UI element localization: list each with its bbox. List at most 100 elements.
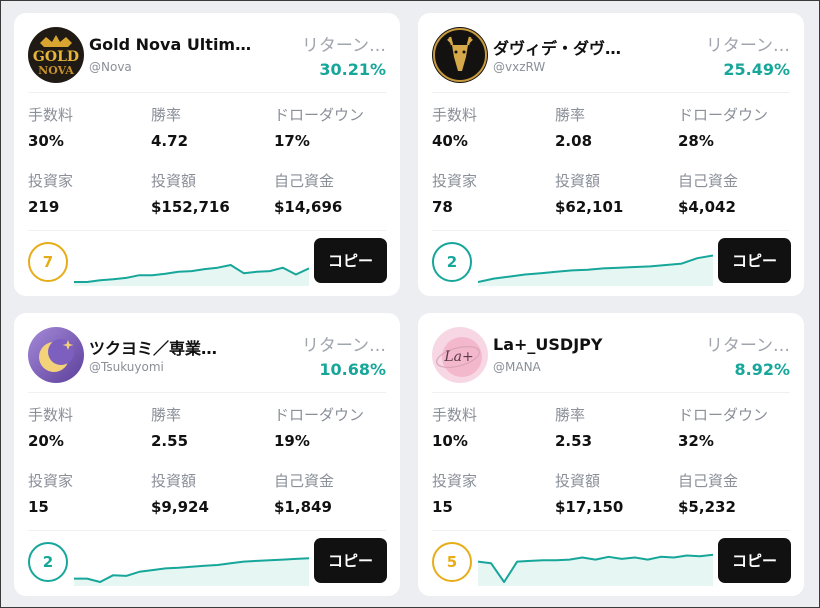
trader-handle: @Nova	[89, 60, 132, 74]
win-rate-label: 勝率	[555, 106, 586, 124]
fee-value: 20%	[28, 432, 64, 450]
rank-badge: 5	[432, 542, 472, 582]
svg-text:La+: La+	[443, 349, 473, 365]
copy-button[interactable]: コピー	[718, 538, 791, 583]
return-value: 10.68%	[319, 360, 386, 379]
win-rate-value: 2.08	[555, 132, 593, 150]
own-funds-label: 自己資金	[274, 172, 335, 190]
investors-label: 投資家	[28, 472, 74, 490]
investors-label: 投資家	[432, 472, 478, 490]
own-funds-label: 自己資金	[274, 472, 335, 490]
win-rate-label: 勝率	[151, 106, 182, 124]
investors-value: 219	[28, 198, 60, 216]
divider	[432, 92, 790, 93]
sparkline-line	[74, 557, 309, 583]
return-label: リターン…	[301, 336, 386, 356]
win-rate-value: 4.72	[151, 132, 189, 150]
sparkline-line	[478, 553, 713, 583]
fee-label: 手数料	[28, 106, 74, 124]
divider	[432, 530, 790, 531]
sparkline-area	[74, 558, 309, 586]
performance-sparkline	[74, 264, 309, 286]
rank-badge: 7	[28, 242, 68, 282]
drawdown-label: ドローダウン	[274, 406, 365, 424]
win-rate-value: 2.55	[151, 432, 189, 450]
performance-sparkline	[478, 254, 713, 286]
rank-badge: 2	[28, 542, 68, 582]
fee-label: 手数料	[432, 406, 478, 424]
drawdown-value: 32%	[678, 432, 714, 450]
sparkline-area	[74, 265, 309, 286]
divider	[28, 230, 386, 231]
drawdown-value: 28%	[678, 132, 714, 150]
fee-value: 30%	[28, 132, 64, 150]
fee-value: 10%	[432, 432, 468, 450]
svg-text:GOLD: GOLD	[33, 49, 79, 65]
trader-card[interactable]: La+ La+_USDJPY @MANA リターン… 8.92% 手数料 10%…	[418, 313, 804, 596]
invested-amount-value: $9,924	[151, 498, 209, 516]
investors-value: 78	[432, 198, 453, 216]
drawdown-label: ドローダウン	[678, 106, 769, 124]
drawdown-label: ドローダウン	[678, 406, 769, 424]
trader-name[interactable]: ダヴィデ・ダヴ…	[493, 39, 622, 58]
sparkline-line	[74, 264, 309, 283]
fee-label: 手数料	[28, 406, 74, 424]
svg-text:NOVA: NOVA	[38, 64, 74, 77]
trader-name[interactable]: Gold Nova Ultim…	[89, 35, 252, 54]
win-rate-label: 勝率	[555, 406, 586, 424]
invested-amount-label: 投資額	[555, 172, 601, 190]
invested-amount-label: 投資額	[151, 472, 197, 490]
sparkline-area	[478, 255, 713, 286]
own-funds-value: $14,696	[274, 198, 343, 216]
invested-amount-value: $152,716	[151, 198, 230, 216]
copy-button[interactable]: コピー	[314, 538, 387, 583]
own-funds-value: $5,232	[678, 498, 736, 516]
drawdown-value: 17%	[274, 132, 310, 150]
trader-name[interactable]: La+_USDJPY	[493, 335, 603, 354]
fee-label: 手数料	[432, 106, 478, 124]
return-value: 8.92%	[734, 360, 790, 379]
performance-sparkline	[478, 553, 713, 586]
win-rate-value: 2.53	[555, 432, 593, 450]
sparkline-line	[478, 254, 713, 283]
own-funds-value: $4,042	[678, 198, 736, 216]
trader-card[interactable]: ダヴィデ・ダヴ… @vxzRW リターン… 25.49% 手数料 40% 勝率 …	[418, 13, 804, 296]
trader-handle: @Tsukuyomi	[89, 360, 164, 374]
drawdown-label: ドローダウン	[274, 106, 365, 124]
deer-head-icon[interactable]	[432, 27, 488, 83]
investors-label: 投資家	[28, 172, 74, 190]
divider	[28, 392, 386, 393]
copy-button[interactable]: コピー	[314, 238, 387, 283]
investors-value: 15	[432, 498, 453, 516]
crescent-moon-icon[interactable]	[28, 327, 84, 383]
return-value: 25.49%	[723, 60, 790, 79]
own-funds-value: $1,849	[274, 498, 332, 516]
divider	[28, 92, 386, 93]
trader-card[interactable]: ツクヨミ／専業… @Tsukuyomi リターン… 10.68% 手数料 20%…	[14, 313, 400, 596]
performance-sparkline	[74, 557, 309, 586]
trader-handle: @MANA	[493, 360, 541, 374]
invested-amount-value: $62,101	[555, 198, 624, 216]
return-label: リターン…	[705, 336, 790, 356]
fee-value: 40%	[432, 132, 468, 150]
investors-value: 15	[28, 498, 49, 516]
la-plus-logo-icon[interactable]: La+	[432, 327, 488, 383]
divider	[432, 392, 790, 393]
own-funds-label: 自己資金	[678, 472, 739, 490]
win-rate-label: 勝率	[151, 406, 182, 424]
rank-badge: 2	[432, 242, 472, 282]
copy-button[interactable]: コピー	[718, 238, 791, 283]
return-label: リターン…	[301, 36, 386, 56]
gold-nova-logo-icon[interactable]: GOLD NOVA	[28, 27, 84, 83]
invested-amount-value: $17,150	[555, 498, 624, 516]
trader-card[interactable]: GOLD NOVA Gold Nova Ultim… @Nova リターン… 3…	[14, 13, 400, 296]
invested-amount-label: 投資額	[151, 172, 197, 190]
return-value: 30.21%	[319, 60, 386, 79]
trader-handle: @vxzRW	[493, 60, 546, 74]
trader-name[interactable]: ツクヨミ／専業…	[89, 339, 218, 358]
sparkline-area	[478, 554, 713, 586]
drawdown-value: 19%	[274, 432, 310, 450]
investors-label: 投資家	[432, 172, 478, 190]
divider	[432, 230, 790, 231]
own-funds-label: 自己資金	[678, 172, 739, 190]
